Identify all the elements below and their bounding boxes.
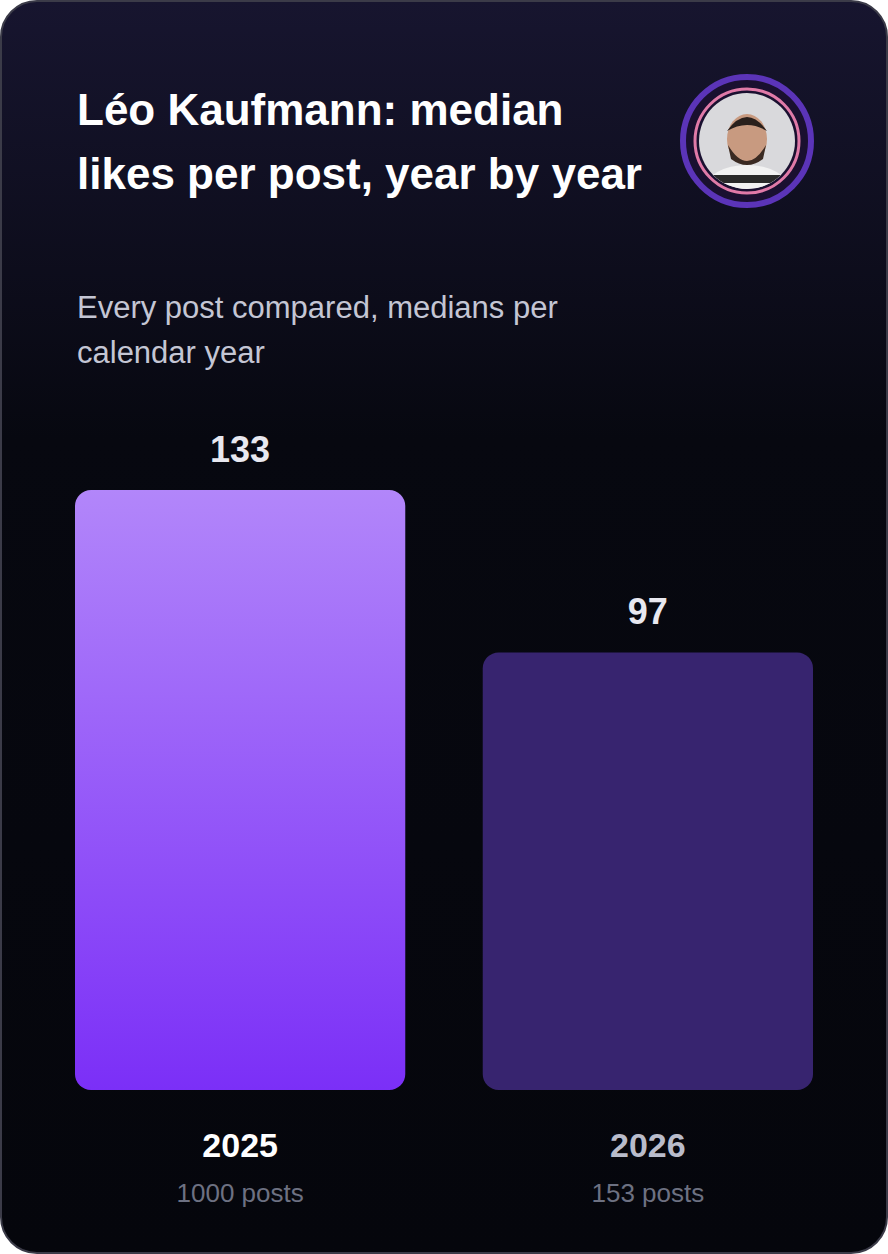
x-axis: 2025 2026 [76, 1126, 814, 1164]
avatar-hair [727, 117, 767, 131]
text-line: calendar year [77, 335, 265, 370]
text-line: Every post compared, medians per [77, 290, 558, 325]
post-labels: 1000 posts 153 posts [177, 1178, 705, 1208]
data-label: 133 [210, 429, 270, 470]
subtitle: Every post compared, medians per calendar… [77, 290, 558, 370]
bar [483, 652, 813, 1090]
avatar-beard [728, 145, 766, 165]
avatar-body [705, 165, 789, 213]
bars [75, 490, 813, 1090]
x-tick-label: 2025 [202, 1126, 278, 1164]
bar [75, 490, 405, 1090]
data-labels: 133 97 [210, 429, 668, 632]
text-line: Léo Kaufmann: median [77, 85, 564, 134]
x-tick: 2026 [610, 1126, 686, 1164]
avatar-shirt-stripe [707, 175, 787, 183]
x-tick-label: 2026 [610, 1126, 686, 1164]
x-axis-line [76, 1157, 814, 1158]
post-label: 1000 posts [177, 1178, 304, 1208]
avatar-bg [697, 91, 797, 191]
avatar-inner-ring [695, 89, 799, 193]
text-line: likes per post, year by year [77, 149, 642, 198]
post-label: 153 posts [591, 1178, 704, 1208]
avatar [683, 77, 811, 213]
card-background [1, 1, 887, 1253]
avatar-photo [697, 91, 797, 213]
x-tick: 2025 [202, 1126, 278, 1164]
avatar-face [727, 114, 767, 164]
data-label: 97 [628, 591, 668, 632]
title: Léo Kaufmann: median likes per post, year… [77, 85, 642, 198]
